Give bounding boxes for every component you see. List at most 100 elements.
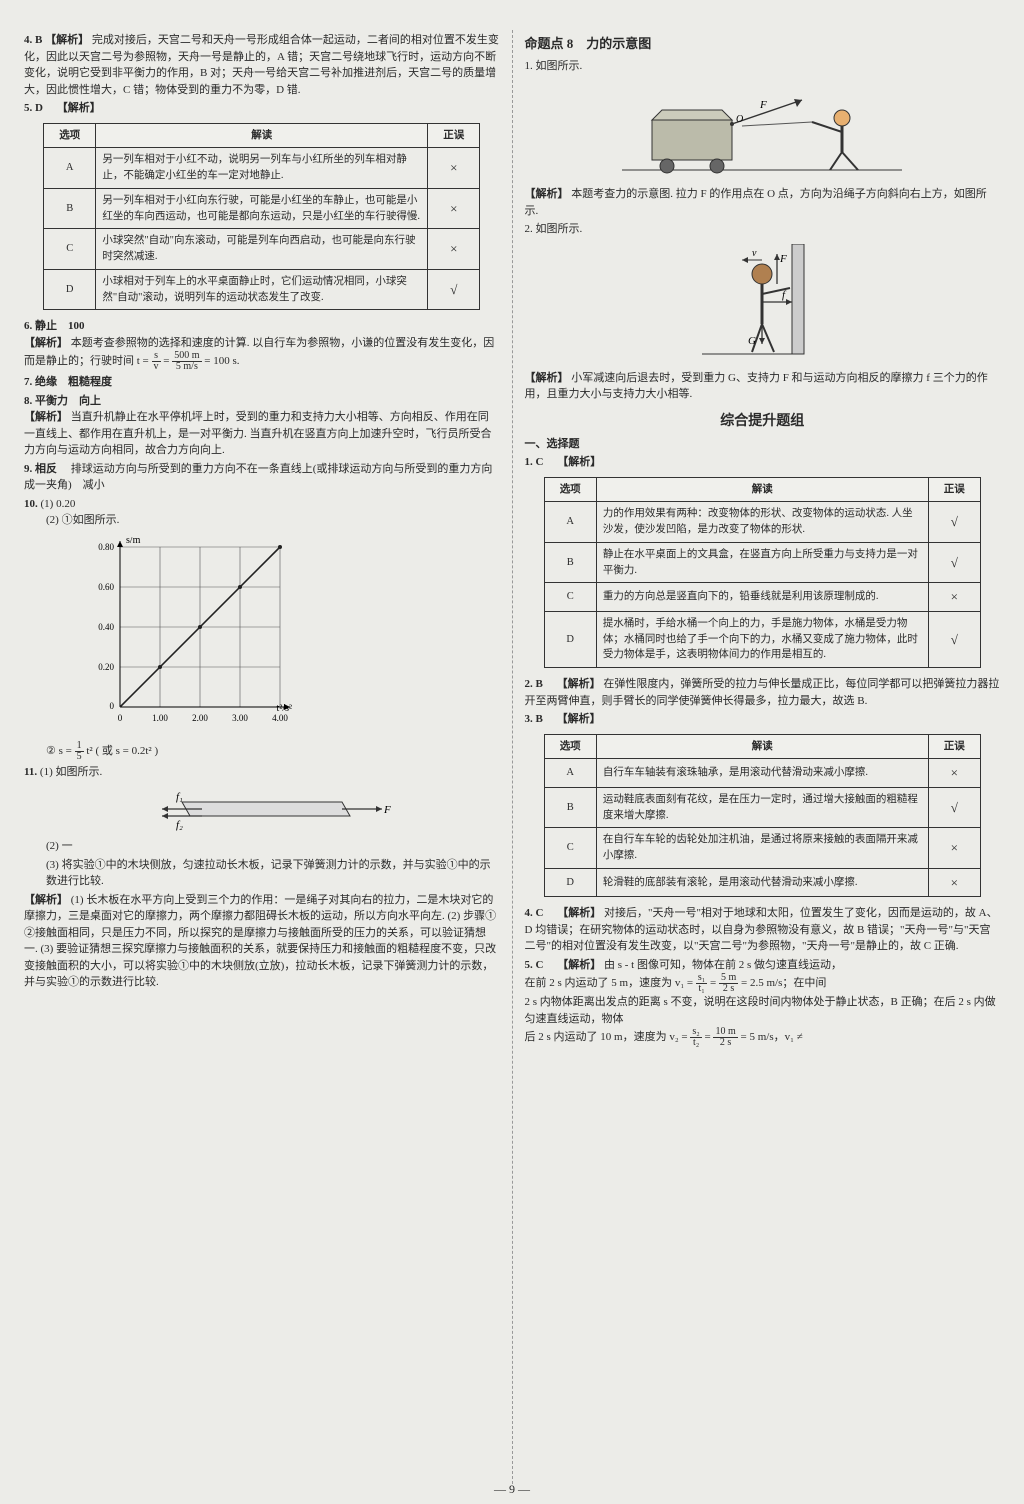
svg-text:s/m: s/m: [126, 537, 141, 546]
frac: 10 m2 s: [713, 1027, 737, 1048]
c1: 1. C 【解析】: [525, 454, 1001, 471]
r1-figure: F O: [612, 80, 912, 180]
c4: 4. C 【解析】 对接后，"天舟一号"相对于地球和太阳，位置发生了变化，因而是…: [525, 905, 1001, 955]
svg-text:f₁: f₁: [176, 791, 183, 803]
q9: 9. 相反 排球运动方向与所受到的重力方向不在一条直线上(或排球运动方向与所受到…: [24, 461, 500, 494]
table-row: B静止在水平桌面上的文具盒，在竖直方向上所受重力与支持力是一对平衡力.√: [544, 542, 980, 583]
q5-num: 5. D: [24, 102, 43, 114]
chart-svg: 0 1.00 2.00 3.00 4.00 t²/s² 0 0.20 0.40 …: [84, 537, 294, 737]
q6: 6. 静止 100 【解析】 本题考查参照物的选择和速度的计算. 以自行车为参照…: [24, 318, 500, 372]
q10-chart: 0 1.00 2.00 3.00 4.00 t²/s² 0 0.20 0.40 …: [84, 537, 294, 737]
svg-text:G: G: [748, 335, 756, 347]
topic8-title: 命题点 8 力的示意图: [525, 34, 1001, 54]
analysis-label: 【解析】: [557, 907, 601, 919]
q4-text: 完成对接后，天宫二号和天舟一号形成组合体一起运动，二者间的相对位置不发生变化，因…: [24, 34, 499, 96]
q6-eq: = 100 s.: [204, 355, 239, 367]
q5-table: 选项 解读 正误 A另一列车相对于小红不动，说明另一列车与小红所坐的列车相对静止…: [43, 123, 480, 311]
svg-text:f₂: f₂: [176, 819, 183, 831]
svg-text:t²/s²: t²/s²: [277, 703, 292, 714]
q4: 4. B 【解析】 完成对接后，天宫二号和天舟一号形成组合体一起运动，二者间的相…: [24, 32, 500, 98]
svg-text:F: F: [383, 804, 391, 816]
analysis-label: 【解析】: [557, 713, 601, 725]
table-row: D小球相对于列车上的水平桌面静止时，它们运动情况相同，小球突然"自动"滚动，说明…: [44, 269, 480, 310]
table-row: D轮滑鞋的底部装有滚轮，是用滚动代替滑动来减小摩擦.×: [544, 868, 980, 897]
table-row: C在自行车车轮的齿轮处加注机油，是通过将原来接触的表面隔开来减小摩擦.×: [544, 828, 980, 869]
q11-figure: f₁ f₂ F: [132, 786, 392, 832]
table-row: A另一列车相对于小红不动，说明另一列车与小红所坐的列车相对静止，不能确定小红坐的…: [44, 148, 480, 189]
frac: sv: [152, 351, 161, 372]
left-column: 4. B 【解析】 完成对接后，天宫二号和天舟一号形成组合体一起运动，二者间的相…: [24, 30, 512, 1484]
q10: 10. (1) 0.20 (2) ①如图所示.: [24, 496, 500, 529]
q7: 7. 绝缘 粗糙程度: [24, 374, 500, 391]
q4-num: 4. B: [24, 34, 42, 46]
frac: 5 m2 s: [719, 973, 738, 994]
analysis-label: 【解析】: [557, 678, 601, 690]
q11-text: (1) 长木板在水平方向上受到三个力的作用：一是绳子对其向右的拉力，二是木块对它…: [24, 894, 496, 989]
r2-figure: v F f G: [682, 244, 842, 364]
svg-text:2.00: 2.00: [192, 713, 208, 723]
q6-text: 本题考查参照物的选择和速度的计算. 以自行车为参照物，小谦的位置没有发生变化，因…: [24, 337, 494, 368]
r2-num: 2. 如图所示.: [525, 221, 1001, 238]
analysis-label: 【解析】: [557, 456, 601, 468]
th-text: 解读: [96, 123, 428, 148]
q8-num: 8. 平衡力 向上: [24, 395, 101, 407]
analysis-label: 【解析】: [24, 411, 68, 423]
svg-text:v: v: [752, 248, 757, 259]
analysis-label: 【解析】: [24, 894, 68, 906]
analysis-label: 【解析】: [557, 959, 601, 971]
r2-analysis: 【解析】 小军减速向后退去时，受到重力 G、支持力 F 和与运动方向相反的摩擦力…: [525, 370, 1001, 403]
table-row: A力的作用效果有两种：改变物体的形状、改变物体的运动状态. 人坐沙发，使沙发凹陷…: [544, 502, 980, 543]
svg-text:1.00: 1.00: [152, 713, 168, 723]
q11: 11. (1) 如图所示.: [24, 764, 500, 781]
q11-analysis: 【解析】 (1) 长木板在水平方向上受到三个力的作用：一是绳子对其向右的拉力，二…: [24, 892, 500, 991]
c3-table: 选项解读正误 A自行车车轴装有滚珠轴承，是用滚动代替滑动来减小摩擦.× B运动鞋…: [544, 734, 981, 898]
q5: 5. D 【解析】: [24, 100, 500, 117]
q8: 8. 平衡力 向上 【解析】 当直升机静止在水平停机坪上时，受到的重力和支持力大…: [24, 393, 500, 459]
r1-analysis: 【解析】 本题考查力的示意图. 拉力 F 的作用点在 O 点，方向为沿绳子方向斜…: [525, 186, 1001, 219]
th-mark: 正误: [428, 123, 480, 148]
analysis-label: 【解析】: [525, 372, 569, 384]
frac: 500 m5 m/s: [172, 351, 201, 372]
frac: s₁t₁: [696, 973, 707, 994]
c1-table: 选项解读正误 A力的作用效果有两种：改变物体的形状、改变物体的运动状态. 人坐沙…: [544, 477, 981, 669]
svg-text:0: 0: [110, 701, 115, 711]
q11-p2: (2) 一: [24, 838, 500, 855]
table-row: C重力的方向总是竖直向下的，铅垂线就是利用该原理制成的.×: [544, 583, 980, 612]
analysis-label: 【解析】: [57, 102, 101, 114]
table-row: D提水桶时，手给水桶一个向上的力，手是施力物体，水桶是受力物体；水桶同时也给了手…: [544, 611, 980, 667]
q9-text: 排球运动方向与所受到的重力方向不在一条直线上(或排球运动方向与所受到的重力方向成…: [24, 463, 492, 492]
q11-p3: (3) 将实验①中的木块侧放，匀速拉动长木板，记录下弹簧测力计的示数，并与实验①…: [24, 857, 500, 890]
sel-heading: 一、选择题: [525, 436, 1001, 453]
th-opt: 选项: [44, 123, 96, 148]
table-row: C小球突然"自动"向东滚动，可能是列车向西启动，也可能是向东行驶时突然减速.×: [44, 229, 480, 270]
c2: 2. B 【解析】 在弹性限度内，弹簧所受的拉力与伸长量成正比，每位同学都可以把…: [525, 676, 1001, 709]
table-row: B运动鞋底表面刻有花纹，是在压力一定时，通过增大接触面的粗糙程度来增大摩擦.√: [544, 787, 980, 828]
c3: 3. B 【解析】: [525, 711, 1001, 728]
q6-num: 6. 静止 100: [24, 320, 85, 332]
comp-title: 综合提升题组: [525, 411, 1001, 432]
svg-text:O: O: [736, 114, 743, 125]
svg-text:0.20: 0.20: [98, 662, 114, 672]
svg-text:0: 0: [118, 713, 123, 723]
table-row: A自行车车轴装有滚珠轴承，是用滚动代替滑动来减小摩擦.×: [544, 759, 980, 788]
page: 4. B 【解析】 完成对接后，天宫二号和天舟一号形成组合体一起运动，二者间的相…: [0, 0, 1024, 1504]
analysis-label: 【解析】: [24, 337, 68, 349]
page-number: — 9 —: [494, 1480, 530, 1498]
r1-num: 1. 如图所示.: [525, 58, 1001, 75]
frac: s₂t₂: [690, 1027, 701, 1048]
svg-text:0.60: 0.60: [98, 582, 114, 592]
svg-text:3.00: 3.00: [232, 713, 248, 723]
table-row: B另一列车相对于小红向东行驶，可能是小红坐的车静止，也可能是小红坐的车向西运动，…: [44, 188, 480, 229]
c5: 5. C 【解析】 由 s - t 图像可知，物体在前 2 s 做匀速直线运动，…: [525, 957, 1001, 1049]
svg-text:0.40: 0.40: [98, 622, 114, 632]
q10-eq2: ② s = 15 t² ( 或 s = 0.2t² ): [24, 741, 500, 762]
frac: 15: [75, 741, 84, 762]
q9-num: 9. 相反: [24, 463, 57, 475]
analysis-label: 【解析】: [45, 34, 89, 46]
svg-text:F: F: [759, 99, 767, 111]
q8-text: 当直升机静止在水平停机坪上时，受到的重力和支持力大小相等、方向相反、作用在同一直…: [24, 411, 492, 456]
svg-text:0.80: 0.80: [98, 542, 114, 552]
svg-text:4.00: 4.00: [272, 713, 288, 723]
analysis-label: 【解析】: [525, 188, 569, 200]
svg-text:F: F: [779, 253, 787, 265]
